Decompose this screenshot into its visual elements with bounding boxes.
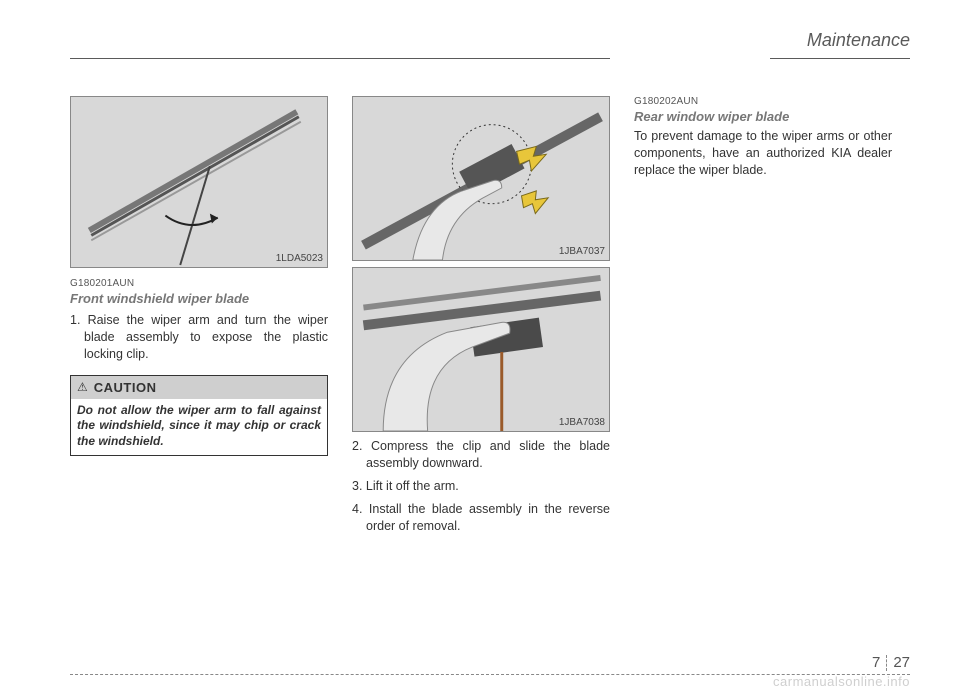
doc-code: G180201AUN [70,278,328,289]
subheading-rear-wiper: Rear window wiper blade [634,109,892,124]
figure-clip-press: 1JBA7037 [352,96,610,261]
column-1: 1LDA5023 G180201AUN Front windshield wip… [70,96,328,534]
columns: 1LDA5023 G180201AUN Front windshield wip… [70,96,910,534]
doc-code: G180202AUN [634,96,892,107]
caution-box: ⚠ CAUTION Do not allow the wiper arm to … [70,375,328,457]
figure-wiper-raise: 1LDA5023 [70,96,328,268]
watermark: carmanualsonline.info [773,674,910,689]
page-number: 7 27 [872,654,910,671]
figure-label: 1LDA5023 [276,253,323,264]
header-rule-left [70,58,610,59]
clip-press-illustration [353,97,609,260]
wiper-blade-illustration [71,97,327,267]
page: Maintenance 1LDA5023 [0,0,960,689]
figure-slide-off: 1JBA7038 [352,267,610,432]
rear-wiper-body: To prevent damage to the wiper arms or o… [634,128,892,179]
step-2: 2. Compress the clip and slide the blade… [352,438,610,472]
caution-header: ⚠ CAUTION [71,376,327,399]
caution-title: CAUTION [94,380,157,395]
figure-label: 1JBA7037 [559,246,605,257]
subheading-front-wiper: Front windshield wiper blade [70,291,328,306]
step-4: 4. Install the blade assembly in the rev… [352,501,610,535]
warning-icon: ⚠ [77,381,88,393]
slide-off-illustration [353,268,609,431]
step-1: 1. Raise the wiper arm and turn the wipe… [70,312,328,363]
header-rule-right [770,58,910,59]
column-3: G180202AUN Rear window wiper blade To pr… [634,96,892,534]
chapter-number: 7 [872,654,880,671]
page-number-value: 27 [893,654,910,671]
column-2: 1JBA7037 1JBA7038 2. Compress the clip a… [352,96,610,534]
pager-separator [886,655,887,671]
section-title: Maintenance [807,30,910,51]
figure-label: 1JBA7038 [559,417,605,428]
header: Maintenance [70,30,910,62]
caution-body: Do not allow the wiper arm to fall again… [71,399,327,456]
step-3: 3. Lift it off the arm. [352,478,610,495]
